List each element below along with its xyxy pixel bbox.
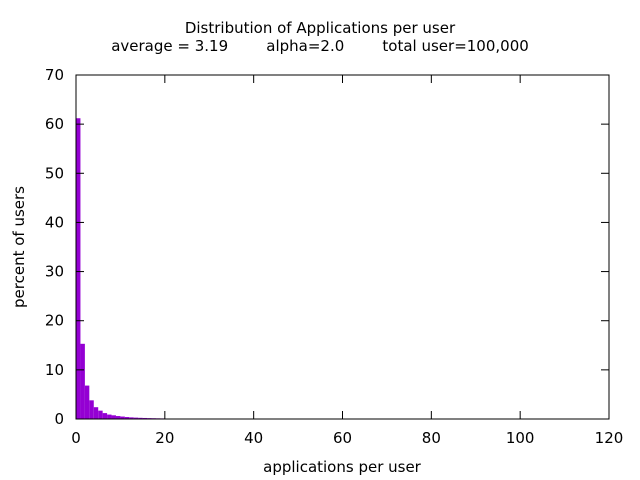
ticks-group: 0 20 40 60 80 100 120 0 10 20 30 40 50 60 70 [45,66,623,447]
y-tick-label-60: 60 [45,115,64,133]
bar-13 [129,417,134,419]
x-axis-title: applications per user [263,458,421,476]
bar-16 [142,417,148,419]
bar-9 [111,415,116,419]
y-tick-label-20: 20 [45,312,64,330]
bar-2 [80,343,85,419]
x-tick-label-0: 0 [71,429,81,447]
bar-5 [93,407,99,419]
y-axis-title: percent of users [10,186,28,308]
bar-1 [76,118,81,419]
plot-frame [75,74,610,420]
bar-12 [124,417,130,419]
bar-7 [102,413,108,419]
x-tick-label-80: 80 [422,429,441,447]
x-tick-label-60: 60 [333,429,352,447]
bar-4 [89,400,94,419]
y-tick-label-40: 40 [45,213,64,231]
bar-8 [107,414,112,419]
bars-group [76,118,165,419]
bar-10 [115,416,121,419]
y-tick-label-30: 30 [45,263,64,281]
chart-subtitle: average = 3.19 alpha=2.0 total user=100,… [111,37,529,55]
bar-11 [120,416,125,419]
x-tick-label-120: 120 [595,429,624,447]
bar-6 [98,410,103,419]
bar-14 [133,417,139,419]
x-tick-label-20: 20 [155,429,174,447]
bar-3 [84,385,90,419]
y-tick-label-70: 70 [45,66,64,84]
bar-15 [138,417,143,419]
chart-title: Distribution of Applications per user [184,19,456,37]
x-tick-label-100: 100 [506,429,535,447]
y-tick-label-10: 10 [45,361,64,379]
y-tick-label-50: 50 [45,164,64,182]
x-tick-label-40: 40 [244,429,263,447]
y-tick-label-0: 0 [54,410,64,428]
